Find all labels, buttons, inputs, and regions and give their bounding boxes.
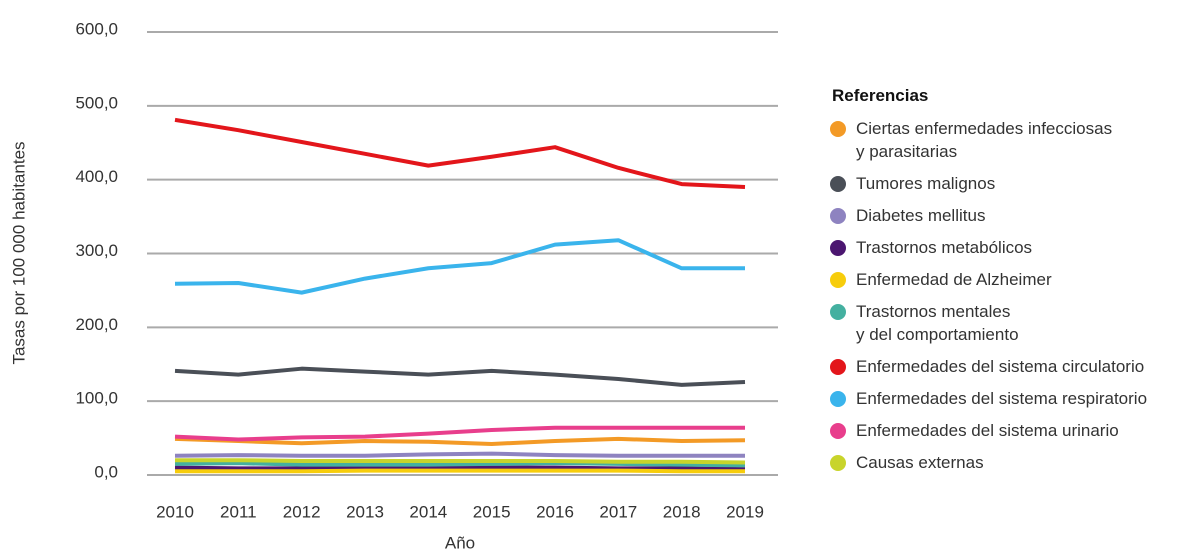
legend-marker: [830, 240, 846, 256]
legend-label: Trastornos metabólicos: [856, 238, 1033, 257]
x-axis-label: Año: [445, 533, 475, 552]
legend-item: Enfermedades del sistema circulatorio: [830, 356, 1144, 378]
y-tick-label: 300,0: [75, 241, 118, 260]
legend-marker: [830, 272, 846, 288]
x-tick-label: 2013: [346, 502, 384, 521]
series-line: [174, 425, 745, 442]
series-line: [174, 461, 746, 468]
x-tick-label: 2018: [663, 502, 701, 521]
y-tick-label: 100,0: [75, 389, 118, 408]
series-line: [174, 117, 746, 190]
legend-label: Enfermedad de Alzheimer: [856, 270, 1052, 289]
legend-marker: [830, 208, 846, 224]
x-tick-label: 2010: [156, 502, 194, 521]
legend-item: Ciertas enfermedades infecciosas y paras…: [830, 118, 1112, 163]
legend-item: Enfermedad de Alzheimer: [830, 269, 1052, 291]
legend-label: Diabetes mellitus: [856, 206, 986, 225]
y-tick-label: 200,0: [75, 315, 118, 334]
legend-item: Trastornos metabólicos: [830, 237, 1032, 259]
series-line: [175, 468, 745, 474]
legend-label: Enfermedades del sistema circulatorio: [856, 357, 1145, 376]
series-line: [174, 238, 745, 295]
series-line: [174, 366, 746, 387]
legend-title: Referencias: [832, 86, 929, 105]
x-tick-label: 2017: [599, 502, 637, 521]
legend-item: Enfermedades del sistema respiratorio: [830, 388, 1147, 410]
series-line: [174, 465, 746, 472]
legend-marker: [830, 455, 846, 471]
x-tick-label: 2011: [220, 502, 257, 521]
legend-item: Tumores malignos: [830, 173, 995, 195]
series-line: [174, 436, 746, 446]
x-tick-label: 2014: [409, 502, 447, 521]
y-tick-label: 500,0: [75, 93, 118, 112]
y-tick-label: 600,0: [75, 19, 118, 38]
legend-item: Causas externas: [830, 452, 984, 474]
legend-label: Ciertas enfermedades infecciosas y paras…: [856, 119, 1113, 161]
legend-label: Tumores malignos: [856, 174, 996, 193]
legend-item: Diabetes mellitus: [830, 205, 985, 227]
x-tick-label: 2015: [473, 502, 511, 521]
x-tick-label: 2016: [536, 502, 574, 521]
series-line: [175, 458, 746, 465]
x-tick-label: 2019: [726, 502, 764, 521]
legend-item: Enfermedades del sistema urinario: [830, 420, 1119, 442]
legend-marker: [830, 121, 846, 137]
legend-item: Trastornos mentales y del comportamiento: [830, 301, 1019, 346]
legend-marker: [830, 304, 846, 320]
legend-marker: [830, 391, 846, 407]
series-line: [174, 451, 745, 458]
legend-marker: [830, 176, 846, 192]
y-tick-label: 400,0: [75, 167, 118, 186]
legend-marker: [830, 359, 846, 375]
legend-label: Trastornos mentales y del comportamiento: [856, 302, 1019, 344]
legend-label: Enfermedades del sistema respiratorio: [856, 389, 1148, 408]
x-tick-label: 2012: [283, 502, 321, 521]
legend-label: Causas externas: [856, 453, 984, 472]
legend-marker: [830, 423, 846, 439]
legend-label: Enfermedades del sistema urinario: [856, 421, 1119, 440]
y-tick-label: 0,0: [94, 462, 118, 481]
y-axis-label: Tasas por 100 000 habitantes: [9, 141, 28, 364]
